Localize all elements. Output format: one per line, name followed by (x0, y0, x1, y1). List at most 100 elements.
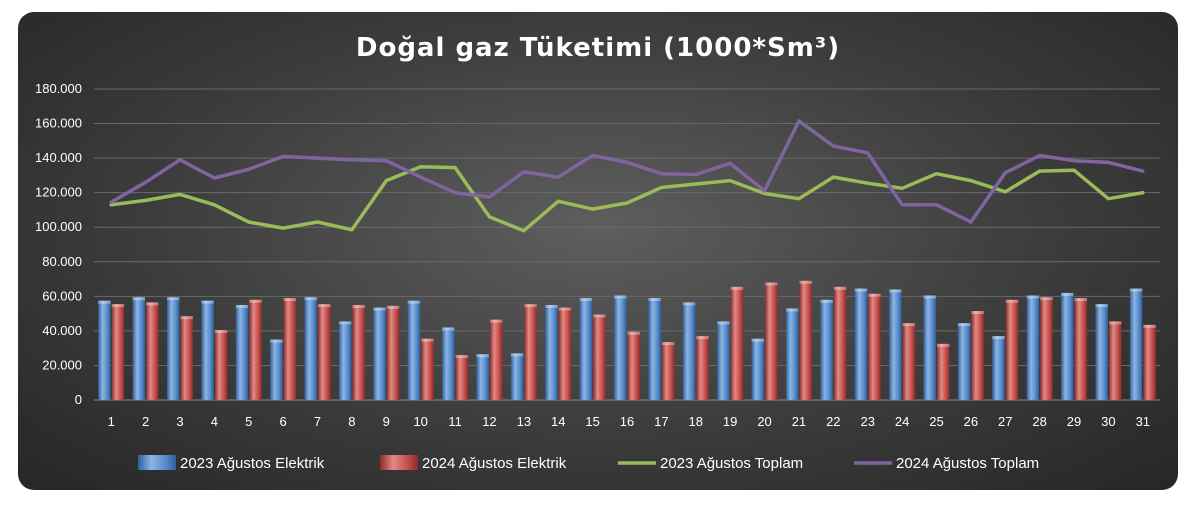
bar-top-highlight (489, 319, 503, 323)
x-tick-label: 15 (585, 414, 599, 429)
x-tick-label: 13 (517, 414, 531, 429)
x-tick-label: 31 (1136, 414, 1150, 429)
bar-2024-elektrik (318, 304, 331, 400)
lines (109, 119, 1145, 233)
bar-top-highlight (648, 298, 661, 302)
bars (98, 280, 1156, 400)
bar-2024-elektrik (627, 331, 640, 400)
bar-2024-elektrik (765, 282, 778, 400)
x-tick-label: 7 (314, 414, 321, 429)
bar-top-highlight (421, 338, 434, 342)
legend-label: 2023 Ağustos Toplam (660, 455, 803, 472)
bar-2024-elektrik (386, 305, 400, 400)
bar-top-highlight (407, 300, 421, 304)
bar-top-highlight (957, 323, 971, 327)
x-tick-label: 10 (413, 414, 427, 429)
bar-2023-elektrik (751, 338, 765, 400)
legend: 2023 Ağustos Elektrik 2024 Ağustos Elektr… (138, 455, 1039, 472)
bar-2023-elektrik (889, 289, 902, 400)
bar-2024-elektrik (352, 304, 365, 400)
y-tick-label: 40.000 (42, 323, 82, 338)
y-tick-label: 20.000 (42, 357, 82, 372)
bar-2024-elektrik (146, 302, 159, 400)
bar-2024-elektrik (180, 316, 193, 400)
x-tick-label: 17 (654, 414, 668, 429)
bar-top-highlight (270, 339, 283, 343)
bar-top-highlight (833, 286, 847, 290)
bar-top-highlight (166, 297, 180, 301)
bar-top-highlight (524, 304, 537, 308)
bar-2023-elektrik (442, 327, 455, 400)
bar-2024-elektrik (593, 314, 606, 400)
x-tick-label: 19 (723, 414, 737, 429)
bar-top-highlight (146, 302, 159, 306)
bar-top-highlight (201, 300, 214, 304)
bar-top-highlight (971, 311, 984, 315)
bar-top-highlight (785, 308, 799, 312)
bar-top-highlight (593, 314, 606, 318)
bar-top-highlight (730, 286, 744, 290)
bar-2024-elektrik (902, 323, 916, 400)
y-tick-label: 80.000 (42, 254, 82, 269)
bar-2023-elektrik (717, 321, 730, 400)
bar-top-highlight (1143, 324, 1156, 328)
bar-top-highlight (1026, 295, 1040, 299)
bar-top-highlight (902, 323, 916, 327)
bar-2023-elektrik (923, 295, 936, 400)
bar-2023-elektrik (476, 354, 489, 400)
x-tick-label: 24 (895, 414, 909, 429)
bar-2024-elektrik (1074, 298, 1088, 400)
bar-2024-elektrik (696, 336, 709, 400)
bar-2024-elektrik (1143, 324, 1156, 400)
bar-top-highlight (510, 353, 524, 357)
bar-2023-elektrik (270, 339, 283, 400)
bar-top-highlight (992, 336, 1005, 340)
bar-top-highlight (283, 298, 297, 302)
x-tick-label: 12 (482, 414, 496, 429)
bar-2023-elektrik (820, 299, 833, 400)
bar-2023-elektrik (132, 297, 146, 400)
x-tick-label: 30 (1101, 414, 1115, 429)
x-tick-label: 2 (142, 414, 149, 429)
bar-top-highlight (1061, 292, 1074, 296)
bar-top-highlight (545, 304, 558, 308)
bar-top-highlight (1040, 297, 1053, 301)
legend-label: 2023 Ağustos Elektrik (180, 455, 325, 472)
y-tick-label: 120.000 (35, 185, 82, 200)
bar-2024-elektrik (283, 298, 297, 400)
bar-2023-elektrik (1129, 288, 1143, 400)
bar-2023-elektrik (510, 353, 524, 400)
x-tick-label: 21 (792, 414, 806, 429)
bar-top-highlight (318, 304, 331, 308)
y-tick-label: 140.000 (35, 150, 82, 165)
bar-top-highlight (751, 338, 765, 342)
bar-2023-elektrik (579, 298, 593, 400)
bar-2024-elektrik (1005, 299, 1019, 400)
bar-top-highlight (442, 327, 455, 331)
x-tick-label: 8 (348, 414, 355, 429)
bar-2024-elektrik (799, 280, 812, 400)
bar-top-highlight (455, 355, 469, 359)
bar-top-highlight (352, 304, 365, 308)
bar-2024-elektrik (936, 343, 950, 400)
bar-2024-elektrik (249, 299, 262, 400)
bar-top-highlight (717, 321, 730, 325)
bar-top-highlight (765, 282, 778, 286)
x-tick-label: 22 (826, 414, 840, 429)
bar-2023-elektrik (1061, 292, 1074, 400)
bar-top-highlight (1129, 288, 1143, 292)
bar-2024-elektrik (833, 286, 847, 400)
bar-2023-elektrik (854, 288, 868, 400)
bar-top-highlight (235, 304, 249, 308)
bar-2023-elektrik (614, 295, 627, 400)
bar-top-highlight (1074, 298, 1088, 302)
x-tick-label: 20 (757, 414, 771, 429)
bar-top-highlight (1005, 299, 1019, 303)
legend-label: 2024 Ağustos Toplam (896, 455, 1039, 472)
x-tick-label: 4 (211, 414, 218, 429)
legend-swatch (380, 455, 418, 470)
x-axis: 1 2 3 4 5 6 7 8 9 10 11 12 13 14 15 16 17 18 19 20 21 22 23 24 2… (108, 414, 1150, 429)
bar-top-highlight (132, 297, 146, 301)
bar-2023-elektrik (1095, 304, 1108, 400)
bar-2024-elektrik (971, 311, 984, 400)
